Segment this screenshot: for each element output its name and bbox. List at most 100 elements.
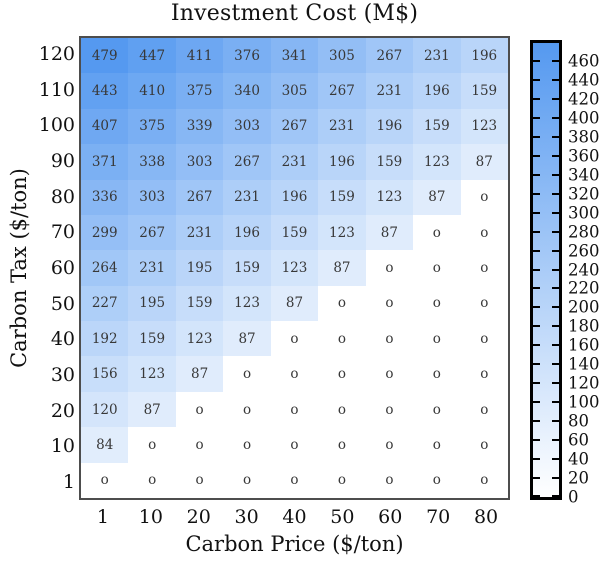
colorbar-tick — [552, 116, 559, 119]
heatmap-cell: 231 — [175, 214, 224, 251]
colorbar-tick-label: 460 — [568, 51, 600, 71]
heatmap-cell: o — [365, 356, 414, 392]
colorbar-tick — [552, 439, 559, 442]
heatmap-cell: o — [175, 462, 224, 498]
heatmap-cell: o — [223, 427, 271, 463]
colorbar-tick-label: 160 — [568, 335, 600, 355]
colorbar-tick-label: 220 — [568, 278, 600, 298]
colorbar-tick — [533, 135, 540, 138]
colorbar-tick — [552, 401, 559, 404]
heatmap-cell: 123 — [128, 356, 176, 392]
heatmap-cell: o — [460, 250, 508, 286]
colorbar-tick — [552, 135, 559, 138]
heatmap-cell: 87 — [128, 391, 176, 428]
y-tick-label: 120 — [38, 42, 75, 65]
heatmap-cell: o — [175, 427, 224, 463]
colorbar-tick — [552, 211, 559, 214]
heatmap-cell: 159 — [223, 250, 271, 286]
heatmap-cell: 227 — [81, 285, 129, 322]
colorbar-tick-label: 20 — [568, 468, 589, 488]
colorbar-tick — [533, 173, 540, 176]
y-tick-label: 1 — [62, 471, 75, 494]
y-tick-label: 100 — [38, 114, 75, 137]
y-tick-label: 40 — [50, 328, 75, 351]
heatmap-cell: 159 — [175, 285, 224, 322]
colorbar-tick — [533, 495, 540, 497]
colorbar-tick — [552, 192, 559, 195]
heatmap-cell: 267 — [223, 144, 271, 180]
colorbar-tick-label: 420 — [568, 89, 600, 109]
heatmap-cell: 159 — [365, 144, 414, 180]
colorbar-tick-label: 360 — [568, 146, 600, 166]
y-tick-label: 80 — [50, 185, 75, 208]
heatmap-cell: 305 — [318, 38, 366, 74]
heatmap-cell: o — [270, 427, 319, 463]
heatmap-cell: 196 — [318, 144, 366, 180]
colorbar-tick — [533, 439, 540, 442]
heatmap-cell: o — [223, 391, 271, 428]
heatmap-cell: o — [413, 391, 461, 428]
heatmap-cell: 231 — [413, 38, 461, 74]
colorbar-tick-label: 300 — [568, 203, 600, 223]
heatmap-cell: 159 — [413, 108, 461, 145]
colorbar-tick-label: 40 — [568, 449, 589, 469]
heatmap-cell: o — [460, 391, 508, 428]
x-tick-label: 10 — [138, 506, 163, 528]
heatmap-cell: o — [270, 391, 319, 428]
colorbar-tick — [533, 287, 540, 290]
colorbar-tick — [533, 97, 540, 100]
heatmap-cell: 120 — [81, 391, 129, 428]
heatmap-cell: 371 — [81, 144, 129, 180]
colorbar-tick — [533, 420, 540, 423]
heatmap-cell: 231 — [223, 179, 271, 215]
colorbar-tick-label: 120 — [568, 373, 600, 393]
heatmap-cell: o — [270, 356, 319, 392]
colorbar-tick-label: 260 — [568, 241, 600, 261]
heatmap-cell: 443 — [81, 73, 129, 109]
heatmap-cell: o — [413, 250, 461, 286]
heatmap-cell: o — [365, 462, 414, 498]
colorbar-tick — [533, 268, 540, 271]
colorbar-tick — [533, 477, 540, 480]
x-tick-label: 20 — [186, 506, 211, 528]
colorbar-tick-label: 180 — [568, 316, 600, 336]
heatmap-cell: 84 — [81, 427, 129, 463]
heatmap-grid: 479 447 411 376 341 305 267 231 196 443 410 375 340 3… — [79, 36, 510, 500]
colorbar-tick — [552, 287, 559, 290]
heatmap-cell: 196 — [270, 179, 319, 215]
colorbar-tick — [533, 458, 540, 461]
heatmap-cell: 299 — [81, 214, 129, 251]
y-tick-label: 70 — [50, 221, 75, 244]
heatmap-cell: 264 — [81, 250, 129, 286]
heatmap-cell: o — [365, 427, 414, 463]
heatmap-cell: o — [413, 427, 461, 463]
colorbar-tick — [533, 192, 540, 195]
colorbar-tick-label: 200 — [568, 297, 600, 317]
heatmap-cell: 192 — [81, 321, 129, 357]
heatmap-cell: o — [413, 462, 461, 498]
heatmap-cell: o — [318, 391, 366, 428]
heatmap-cell: 267 — [318, 73, 366, 109]
colorbar-tick-label: 140 — [568, 354, 600, 374]
heatmap-cell: 375 — [175, 73, 224, 109]
heatmap-cell: o — [365, 285, 414, 322]
x-tick-label: 1 — [96, 506, 109, 528]
heatmap-cell: 303 — [128, 179, 176, 215]
x-tick-label: 30 — [234, 506, 259, 528]
colorbar-tick — [552, 458, 559, 461]
heatmap-cell: o — [413, 356, 461, 392]
y-tick-label: 90 — [50, 149, 75, 172]
colorbar-tick-label: 380 — [568, 127, 600, 147]
heatmap-cell: 159 — [270, 214, 319, 251]
heatmap-cell: o — [318, 462, 366, 498]
colorbar-tick — [533, 382, 540, 385]
heatmap-cell: 231 — [318, 108, 366, 145]
heatmap-cell: o — [365, 250, 414, 286]
colorbar-tick-label: 240 — [568, 260, 600, 280]
y-tick-label: 10 — [50, 435, 75, 458]
heatmap-cell: 231 — [128, 250, 176, 286]
heatmap-cell: 87 — [460, 144, 508, 180]
heatmap-cell: o — [318, 321, 366, 357]
heatmap-cell: o — [460, 214, 508, 251]
y-tick-label: 50 — [50, 292, 75, 315]
